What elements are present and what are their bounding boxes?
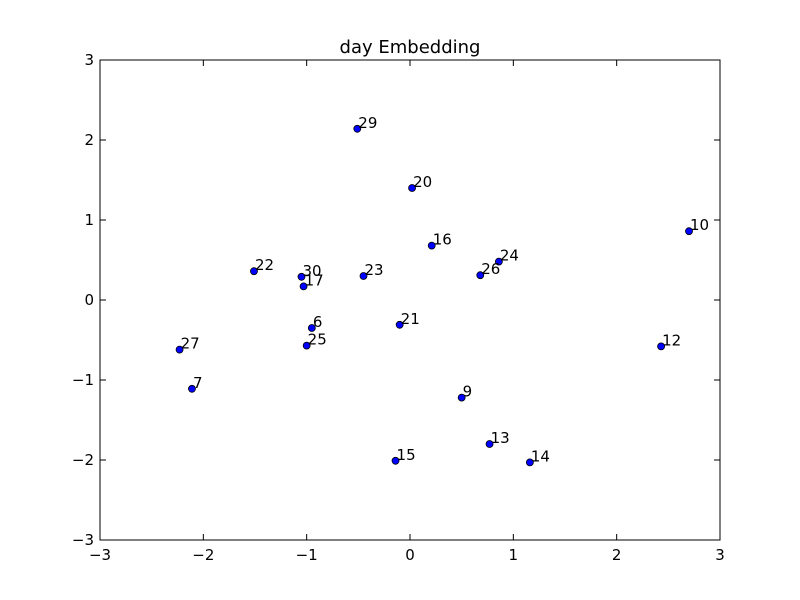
data-point-marker [299, 282, 308, 291]
data-point-marker [302, 341, 311, 350]
x-tick-label: −1 [296, 546, 318, 564]
data-point-label: 13 [491, 429, 510, 447]
y-tick-label: −2 [72, 451, 94, 469]
data-point-label: 30 [303, 262, 322, 280]
data-point-marker [250, 267, 258, 276]
data-point-label: 23 [365, 261, 384, 279]
data-point-marker [307, 324, 316, 332]
data-points: 29 20 10 16 24 22 30 23 26 17 6 21 25 12 27 7 9 13 15 14 [175, 114, 709, 467]
axis-ticks [99, 59, 721, 541]
data-point-label: 20 [413, 173, 432, 191]
y-tick-label: 0 [84, 291, 94, 309]
y-tick-label: 2 [84, 131, 94, 149]
data-point-marker [427, 241, 436, 250]
x-axis-tick-labels: −3 −2 −1 0 1 2 3 [89, 546, 725, 564]
data-point-label: 26 [481, 260, 500, 278]
x-tick-label: −2 [192, 546, 214, 564]
data-point-marker [175, 345, 184, 354]
data-point-marker [457, 393, 466, 402]
data-point-label: 27 [181, 335, 200, 353]
y-tick-label: −1 [72, 371, 94, 389]
data-point-marker [408, 184, 416, 192]
data-point-label: 6 [313, 313, 323, 331]
y-tick-label: 1 [84, 211, 94, 229]
data-point-label: 16 [433, 231, 452, 249]
data-point-label: 9 [463, 383, 473, 401]
data-point-marker [359, 272, 368, 280]
data-point-label: 22 [255, 256, 274, 274]
x-tick-label: 2 [612, 546, 622, 564]
y-axis-tick-labels: −3 −2 −1 0 1 2 3 [72, 51, 94, 549]
data-point-label: 10 [690, 216, 709, 234]
data-point-marker [297, 272, 306, 281]
data-point-marker [188, 384, 196, 393]
data-point-label: 7 [193, 374, 203, 392]
y-tick-label: 3 [84, 51, 94, 69]
data-point-label: 21 [401, 310, 420, 328]
data-point-label: 12 [662, 331, 681, 349]
data-point-label: 25 [308, 331, 327, 349]
data-point-marker [391, 456, 400, 465]
data-point-label: 24 [500, 247, 519, 265]
data-point-marker [476, 271, 485, 280]
data-point-label: 29 [358, 114, 377, 132]
data-point-marker [657, 342, 665, 351]
y-tick-label: −3 [72, 531, 94, 549]
data-point-marker [395, 320, 404, 329]
plot-area-frame [99, 59, 721, 541]
x-tick-label: −3 [89, 546, 111, 564]
x-tick-label: 3 [715, 546, 725, 564]
x-tick-label: 1 [509, 546, 519, 564]
data-point-marker [525, 458, 534, 467]
data-point-marker [494, 257, 503, 266]
data-point-label: 14 [531, 447, 550, 465]
data-point-marker [685, 227, 693, 236]
x-tick-label: 0 [405, 546, 415, 564]
data-point-marker [353, 124, 362, 133]
data-point-label: 17 [305, 271, 324, 289]
chart-title: day Embedding [340, 37, 481, 58]
data-point-label: 15 [397, 446, 416, 464]
data-point-marker [485, 440, 494, 448]
